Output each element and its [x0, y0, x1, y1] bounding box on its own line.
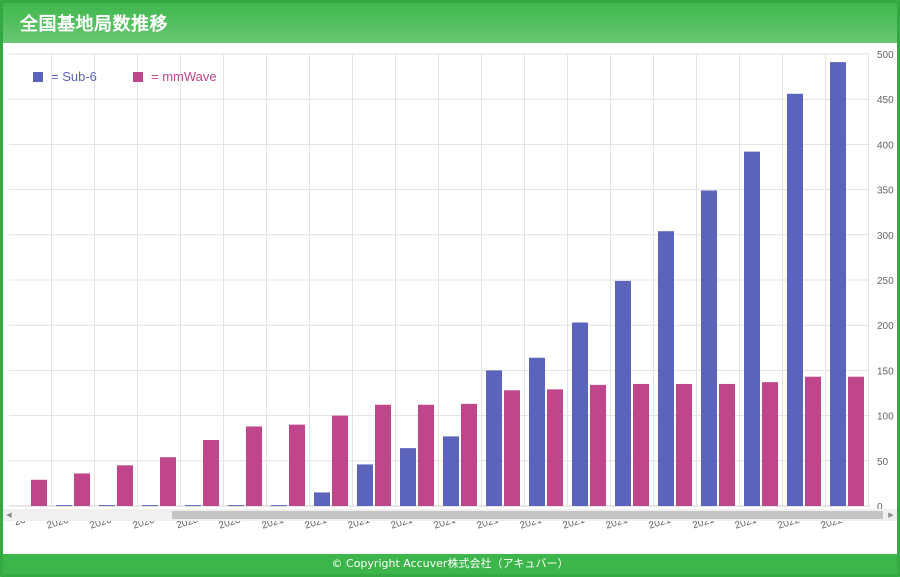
bar-sub6 [787, 93, 803, 506]
chart-area: 05010015020025030035040045050020-072020-… [3, 43, 897, 549]
page-title: 全国基地局数推移 [20, 14, 168, 35]
bar-mmwave [676, 383, 692, 506]
bar-mmwave [332, 415, 348, 506]
horizontal-scrollbar[interactable]: ◀ ▶ [3, 509, 897, 521]
bar-sub6 [271, 505, 287, 507]
bar-chart: 05010015020025030035040045050020-072020-… [9, 50, 894, 532]
header-bar: 全国基地局数推移 [3, 3, 897, 43]
left-arrow-icon[interactable]: ◀ [6, 511, 12, 519]
right-arrow-icon[interactable]: ▶ [888, 511, 894, 519]
bar-sub6 [744, 151, 760, 506]
y-tick-label: 300 [877, 231, 894, 242]
bar-mmwave [203, 440, 219, 506]
bar-mmwave [848, 376, 864, 506]
bar-mmwave [160, 457, 176, 506]
bar-mmwave [418, 404, 434, 506]
y-tick-label: 350 [877, 186, 894, 197]
bar-sub6 [615, 280, 631, 506]
legend-swatch-mmwave [133, 72, 143, 82]
bar-mmwave [375, 404, 391, 506]
y-tick-label: 100 [877, 412, 894, 423]
bar-mmwave [74, 473, 90, 506]
bar-mmwave [590, 384, 606, 506]
bar-mmwave [31, 479, 47, 506]
bar-mmwave [762, 382, 778, 506]
bar-sub6 [830, 62, 846, 507]
bar-sub6 [443, 436, 459, 506]
bar-sub6 [529, 357, 545, 506]
legend-swatch-sub6 [33, 72, 43, 82]
bar-sub6 [56, 505, 72, 507]
y-tick-label: 150 [877, 366, 894, 377]
legend-label-mmwave: = mmWave [151, 69, 217, 84]
y-tick-label: 50 [877, 457, 889, 468]
bar-mmwave [246, 426, 262, 506]
bar-sub6 [400, 448, 416, 506]
bar-mmwave [719, 383, 735, 506]
y-tick-label: 0 [877, 502, 883, 513]
bar-sub6 [185, 505, 201, 507]
legend-label-sub6: = Sub-6 [51, 69, 97, 84]
footer-copyright: © Copyright Accuver株式会社（アキュバー） [3, 554, 897, 574]
bar-sub6 [658, 231, 674, 506]
bar-sub6 [314, 492, 330, 506]
y-tick-label: 250 [877, 276, 894, 287]
bar-sub6 [228, 505, 244, 507]
bar-mmwave [117, 465, 133, 506]
bar-mmwave [289, 424, 305, 506]
bar-mmwave [504, 390, 520, 506]
bar-mmwave [461, 403, 477, 506]
y-tick-label: 200 [877, 321, 894, 332]
y-tick-label: 500 [877, 50, 894, 61]
bar-mmwave [547, 389, 563, 506]
y-tick-label: 400 [877, 140, 894, 151]
bar-mmwave [633, 383, 649, 506]
bar-sub6 [701, 190, 717, 506]
bar-mmwave [805, 376, 821, 506]
bar-sub6 [99, 505, 115, 507]
bar-sub6 [142, 505, 158, 507]
y-tick-label: 450 [877, 95, 894, 106]
bar-sub6 [357, 464, 373, 506]
bar-sub6 [572, 322, 588, 506]
bar-sub6 [486, 370, 502, 506]
scroll-thumb[interactable] [172, 511, 883, 519]
